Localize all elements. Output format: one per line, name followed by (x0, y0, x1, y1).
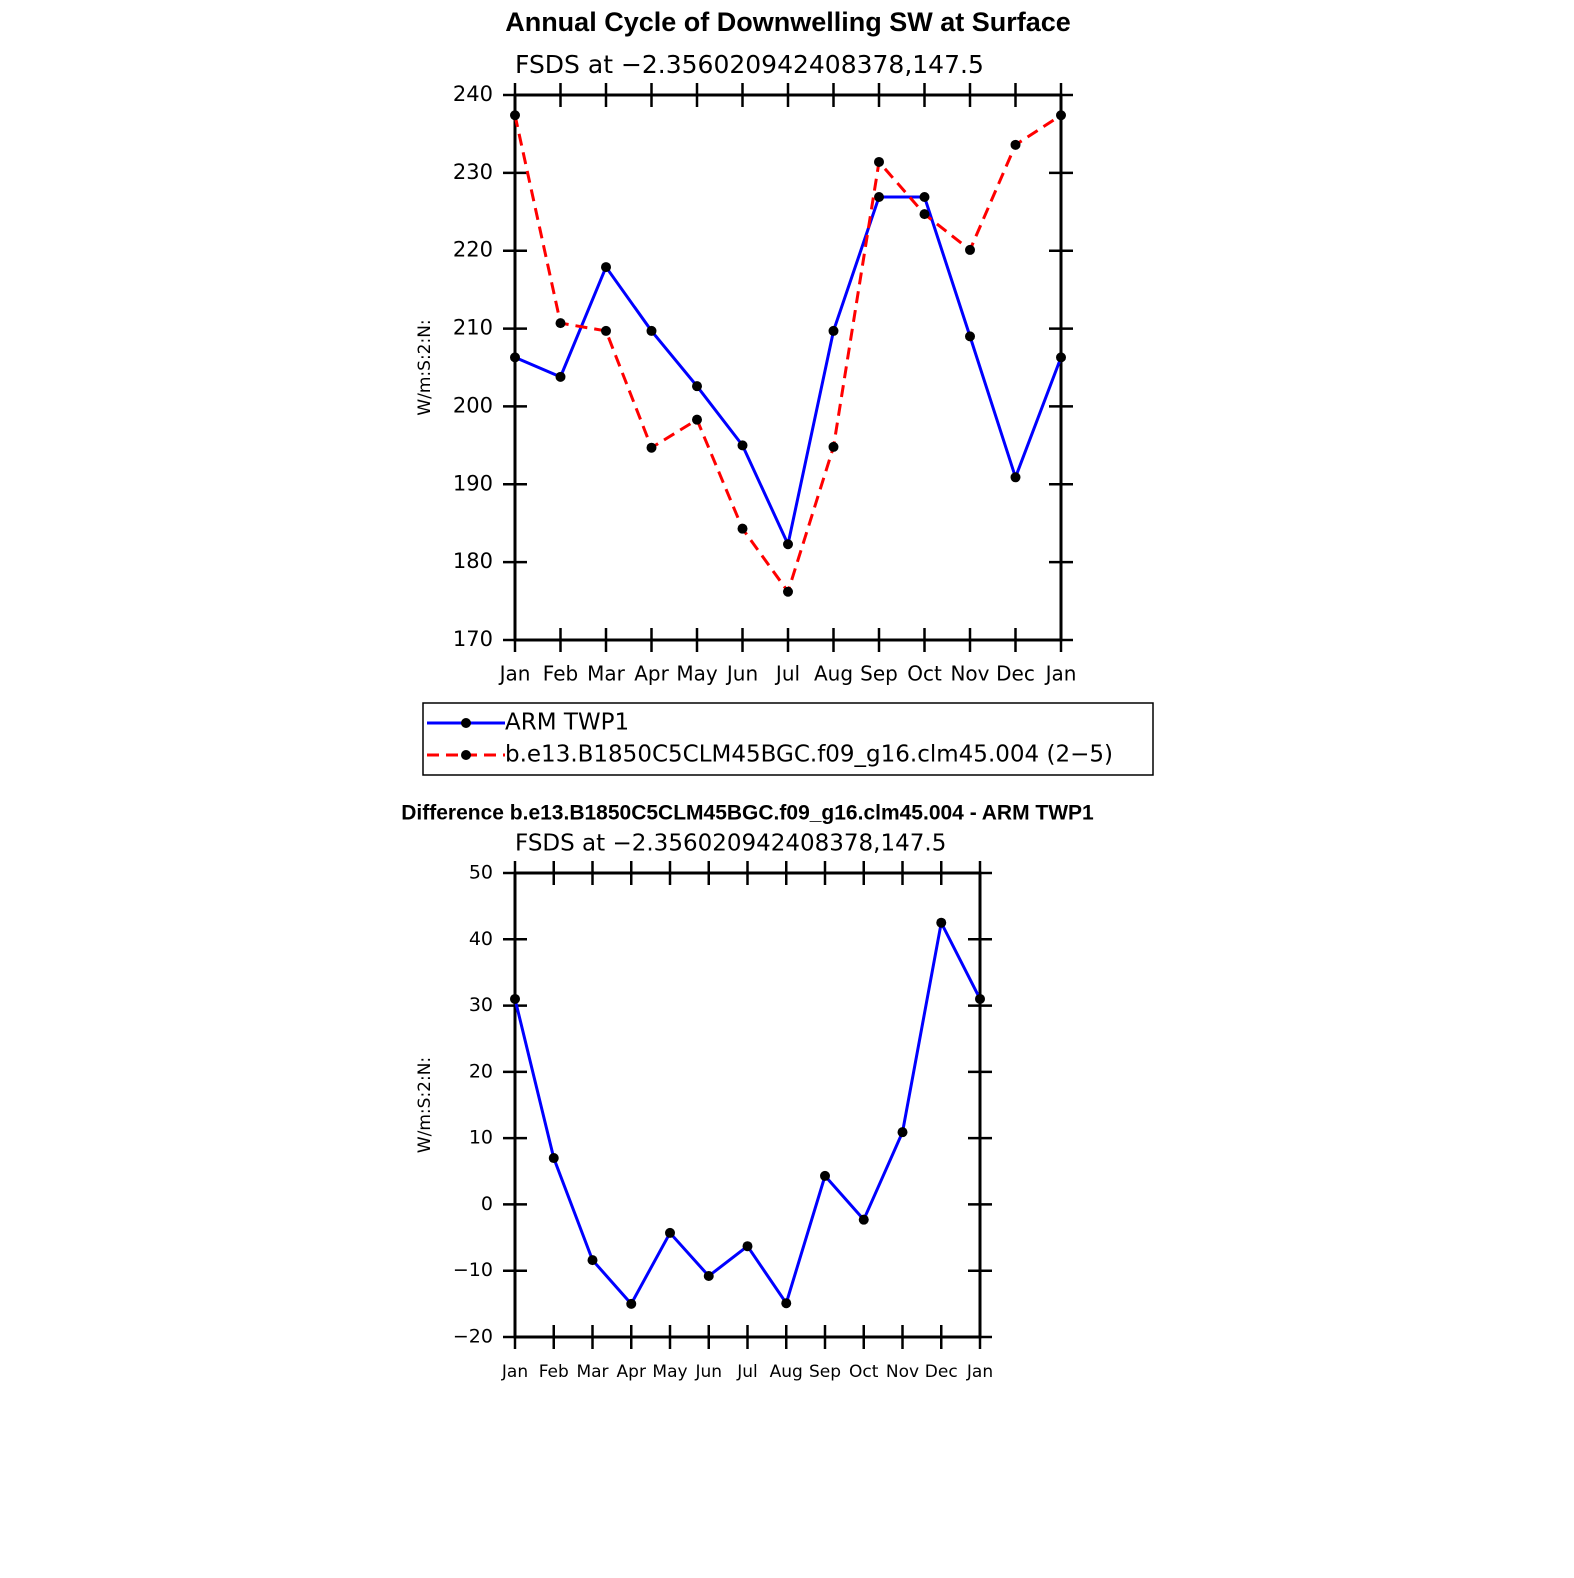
y-tick-label: 180 (453, 549, 493, 573)
chart-subtitle: FSDS at −2.356020942408378,147.5 (515, 50, 984, 79)
x-tick-label: Jan (966, 1362, 993, 1382)
data-point (626, 1298, 637, 1309)
x-tick-label: Sep (809, 1362, 841, 1382)
y-tick-label: 0 (481, 1193, 493, 1215)
x-tick-label: Jan (501, 1362, 528, 1382)
data-point (601, 325, 611, 336)
x-tick-label: Nov (950, 662, 989, 686)
data-point (820, 1170, 830, 1181)
data-point (1056, 352, 1066, 363)
x-tick-label: Feb (539, 1362, 569, 1382)
data-point (975, 993, 985, 1004)
y-tick-label: 210 (453, 316, 493, 340)
data-point (587, 1255, 598, 1266)
data-point (555, 318, 566, 329)
legend-label: ARM TWP1 (505, 710, 629, 736)
data-point (783, 586, 793, 597)
chart-title: Difference b.e13.B1850C5CLM45BGC.f09_g16… (401, 802, 1094, 825)
data-point (737, 523, 748, 534)
data-point (783, 539, 793, 550)
x-tick-label: Oct (907, 662, 942, 686)
data-point (601, 262, 611, 273)
x-tick-label: Dec (925, 1362, 958, 1382)
plot-frame (513, 871, 982, 1339)
y-axis-label: W/m:S:2:N: (415, 319, 435, 415)
x-tick-label: Jul (736, 1362, 758, 1382)
data-point (965, 244, 975, 255)
x-tick-label: Sep (860, 662, 898, 686)
x-tick-label: Apr (634, 662, 669, 686)
x-tick-label: Jan (1044, 662, 1077, 686)
y-tick-label: 240 (453, 82, 493, 106)
y-tick-label: 200 (453, 393, 493, 417)
x-tick-label: May (676, 662, 718, 686)
data-point (828, 325, 839, 336)
data-point (737, 440, 748, 451)
x-tick-label: Aug (814, 662, 853, 686)
x-tick-label: Jul (774, 662, 800, 686)
series-line (513, 113, 1062, 596)
data-point (897, 1127, 908, 1138)
y-axis-label: W/m:S:2:N: (415, 1057, 435, 1153)
x-tick-label: Jun (694, 1362, 722, 1382)
x-tick-label: Aug (770, 1362, 803, 1382)
data-point (1010, 139, 1021, 150)
y-tick-label: 30 (469, 994, 493, 1016)
x-tick-label: Mar (587, 662, 626, 686)
x-tick-label: Apr (617, 1362, 646, 1382)
data-point (555, 371, 566, 382)
data-point (874, 156, 884, 167)
data-point (828, 441, 839, 452)
x-tick-label: May (652, 1362, 687, 1382)
y-tick-label: 190 (453, 471, 493, 495)
data-point (965, 331, 975, 342)
data-point (1010, 472, 1021, 483)
data-point (692, 381, 702, 392)
x-tick-label: Jan (498, 662, 531, 686)
data-point (510, 110, 520, 121)
y-tick-label: 230 (453, 160, 493, 184)
y-tick-label: 50 (469, 862, 493, 884)
y-tick-label: 220 (453, 238, 493, 262)
data-point (858, 1214, 869, 1225)
data-point (548, 1153, 559, 1164)
chart-subtitle: FSDS at −2.356020942408378,147.5 (515, 831, 946, 857)
data-point (646, 325, 657, 336)
y-tick-label: 20 (469, 1060, 493, 1082)
legend-marker (461, 750, 471, 760)
legend-label: b.e13.B1850C5CLM45BGC.f09_g16.clm45.004 … (505, 742, 1113, 768)
y-tick-label: −10 (453, 1259, 493, 1281)
legend-box (422, 702, 1154, 776)
x-tick-label: Oct (849, 1362, 879, 1382)
x-tick-label: Dec (996, 662, 1035, 686)
y-tick-label: 170 (453, 627, 493, 651)
y-tick-label: 40 (469, 928, 493, 950)
data-point (781, 1298, 792, 1309)
data-point (510, 993, 520, 1004)
data-point (1056, 110, 1066, 121)
chart-title: Annual Cycle of Downwelling SW at Surfac… (505, 7, 1071, 37)
x-tick-label: Feb (543, 662, 578, 686)
data-point (703, 1271, 714, 1282)
data-point (919, 191, 930, 202)
data-point (646, 442, 657, 453)
data-point (742, 1241, 753, 1252)
data-point (874, 191, 884, 202)
data-point (510, 352, 520, 363)
x-tick-label: Nov (886, 1362, 919, 1382)
y-tick-label: −20 (453, 1326, 493, 1348)
data-point (936, 917, 947, 928)
y-tick-label: 10 (469, 1127, 493, 1149)
data-point (692, 414, 702, 425)
x-tick-label: Jun (725, 662, 758, 686)
data-point (919, 209, 930, 220)
series-line (514, 195, 1063, 549)
data-point (665, 1227, 675, 1238)
x-tick-label: Mar (576, 1362, 608, 1382)
legend-marker (461, 718, 471, 728)
